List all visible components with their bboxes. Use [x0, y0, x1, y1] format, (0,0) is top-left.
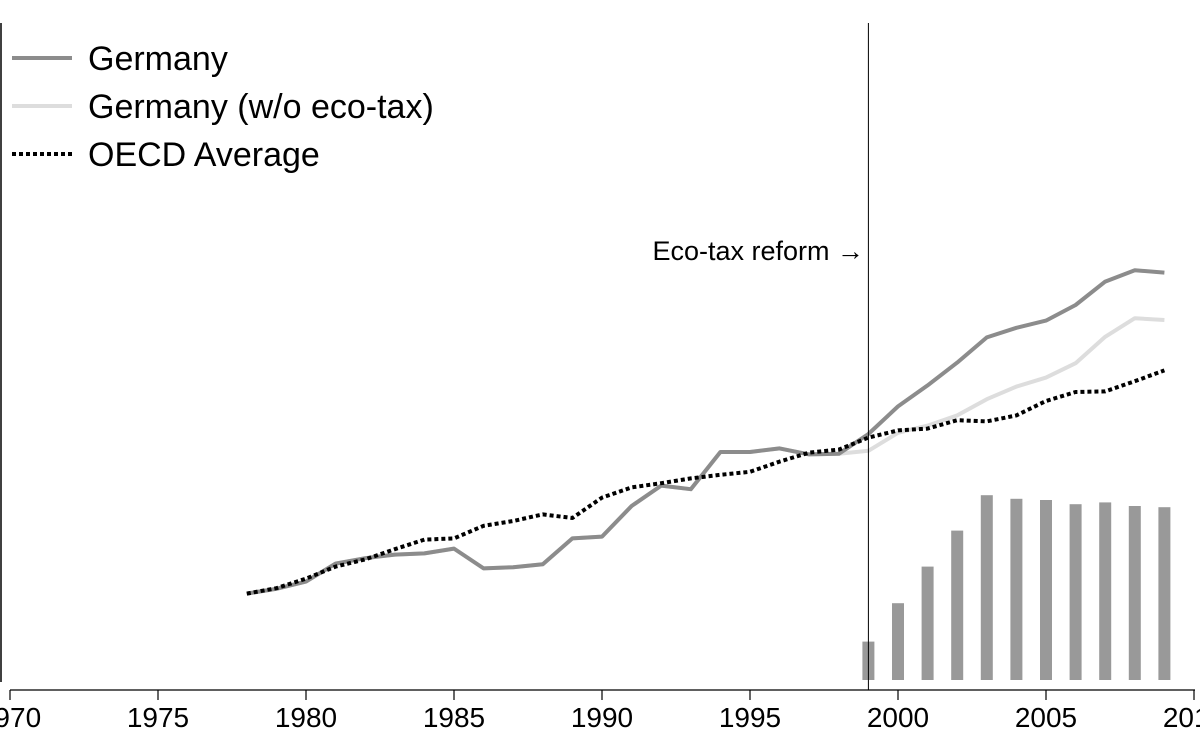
bar-2009 — [1158, 507, 1171, 680]
x-tick-label-1980: 1980 — [275, 702, 337, 733]
bar-2000 — [892, 603, 904, 680]
bar-2007 — [1099, 502, 1112, 680]
bar-2008 — [1128, 506, 1141, 680]
series-line-germany — [246, 268, 1165, 596]
series-line-oecd-average — [246, 368, 1166, 596]
legend-label-germany: Germany — [88, 40, 228, 78]
legend-label-germany-wo-eco-tax: Germany (w/o eco-tax) — [88, 88, 434, 126]
bar-2002 — [951, 530, 964, 680]
x-tick-label-1995: 1995 — [719, 702, 781, 733]
lines-layer — [246, 268, 1166, 596]
bars-layer — [862, 495, 1171, 680]
x-tick-label-1970: 1970 — [0, 702, 41, 733]
x-tick-label-2000: 2000 — [867, 702, 929, 733]
ticks-layer: 1970 1975 1980 1985 1990 1995 2000 2005 2010 — [0, 690, 1200, 733]
bar-2004 — [1010, 498, 1023, 680]
x-tick-label-2005: 2005 — [1015, 702, 1077, 733]
x-tick-label-1985: 1985 — [423, 702, 485, 733]
bar-2003 — [980, 495, 993, 680]
bar-2001 — [921, 566, 934, 680]
bar-2006 — [1069, 504, 1082, 680]
series-line-germany-w-o-eco-tax — [246, 316, 1165, 596]
legend-label-oecd-average: OECD Average — [88, 136, 320, 174]
reform-label: Eco-tax reform → — [652, 236, 864, 266]
legend: Germany Germany (w/o eco-tax) OECD Avera… — [12, 40, 434, 174]
bar-2005 — [1040, 500, 1052, 680]
x-tick-label-2010: 2010 — [1163, 702, 1200, 733]
x-tick-label-1975: 1975 — [127, 702, 189, 733]
x-tick-label-1990: 1990 — [571, 702, 633, 733]
annotation-layer: Eco-tax reform → — [652, 23, 869, 690]
